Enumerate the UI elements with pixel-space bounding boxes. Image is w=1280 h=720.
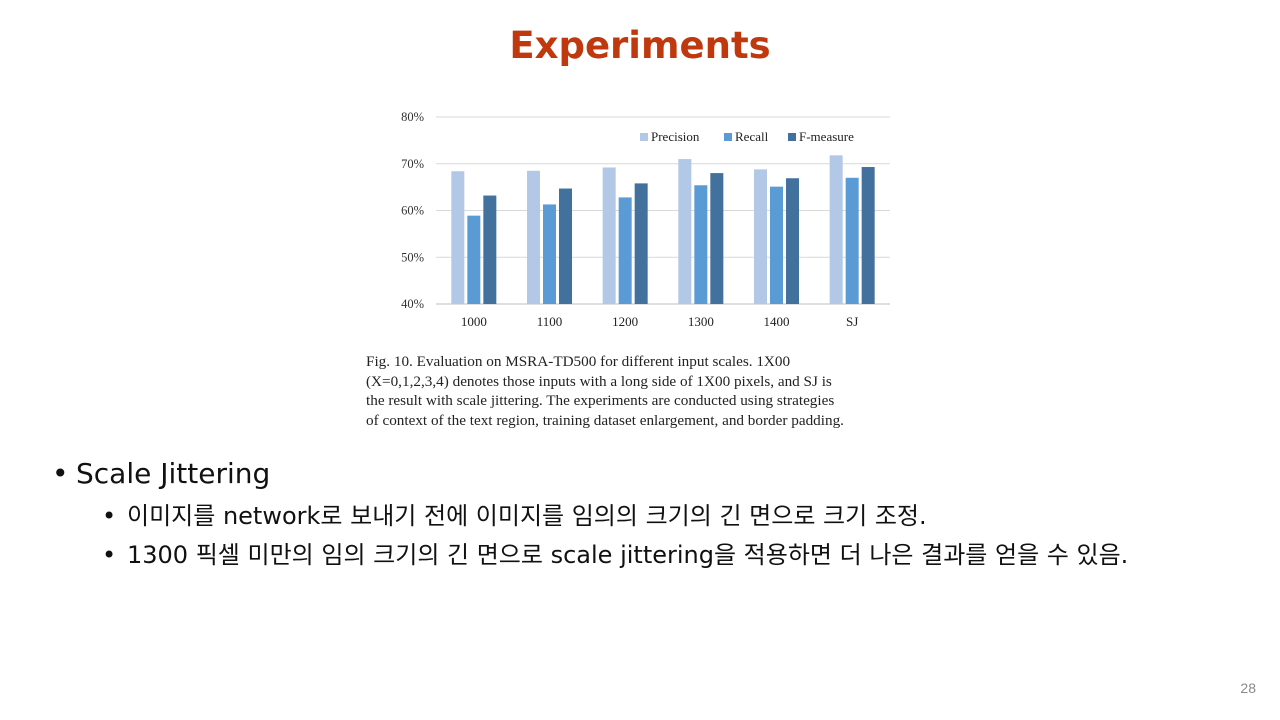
bar-chart: 40% 50% 60% 70% 80% 1000 1100 1200 1300 1400 SJ Pre… [401, 110, 890, 329]
page-number: 28 [1240, 680, 1256, 696]
bar [786, 178, 799, 304]
bar [543, 204, 556, 304]
legend-swatch [640, 133, 648, 141]
bullet-dot-icon: • [102, 502, 117, 530]
bar [710, 173, 724, 304]
y-tick-label: 50% [401, 250, 424, 264]
sub-bullet-text: 1300 픽셀 미만의 임의 크기의 긴 면으로 scale jittering… [127, 541, 1129, 569]
bar [754, 169, 767, 304]
caption-line: (X=0,1,2,3,4) denotes those inputs with … [366, 372, 832, 390]
bar [845, 177, 859, 304]
bar [678, 159, 692, 304]
sub-bullet-text: 이미지를 network로 보내기 전에 이미지를 임의의 크기의 긴 면으로 … [127, 502, 927, 530]
bar [451, 171, 465, 304]
bar [483, 195, 497, 304]
y-tick-label: 40% [401, 297, 424, 311]
caption-line: the result with scale jittering. The exp… [366, 392, 835, 410]
bullet-text: Scale Jittering [76, 457, 271, 490]
x-tick-label: 1400 [764, 314, 790, 329]
x-tick-label: 1200 [612, 314, 638, 329]
bar [559, 188, 572, 304]
y-tick-label: 80% [401, 110, 424, 124]
bullet-dot-icon: • [102, 541, 117, 569]
x-tick-label: 1000 [461, 314, 487, 329]
y-tick-label: 60% [401, 204, 424, 218]
bullet-list: • Scale Jittering • 이미지를 network로 보내기 전에… [52, 456, 1232, 570]
y-tick-label: 70% [401, 157, 424, 171]
bar [634, 183, 648, 304]
bar [829, 155, 843, 304]
bullet-dot-icon: • [52, 457, 69, 490]
caption-line: of context of the text region, training … [366, 411, 844, 429]
legend-label: F-measure [799, 129, 854, 144]
bar [602, 167, 616, 304]
bullet-item: • Scale Jittering [52, 456, 1232, 492]
bar [694, 185, 708, 304]
bar [618, 197, 632, 304]
caption-line: Fig. 10. Evaluation on MSRA-TD500 for di… [366, 353, 791, 370]
x-tick-label: SJ [846, 314, 858, 329]
bar [770, 186, 783, 304]
legend-label: Precision [651, 129, 700, 144]
bar [861, 167, 875, 304]
figure-caption: Fig. 10. Evaluation on MSRA-TD500 for di… [366, 352, 918, 430]
sub-bullet-item: • 1300 픽셀 미만의 임의 크기의 긴 면으로 scale jitteri… [52, 541, 1232, 570]
slide-title: Experiments [509, 24, 771, 67]
legend-label: Recall [735, 129, 769, 144]
bar [467, 215, 481, 304]
legend-swatch [788, 133, 796, 141]
sub-bullet-item: • 이미지를 network로 보내기 전에 이미지를 임의의 크기의 긴 면으… [52, 502, 1232, 531]
legend-swatch [724, 133, 732, 141]
x-tick-label: 1100 [537, 314, 563, 329]
x-tick-label: 1300 [688, 314, 714, 329]
bar [527, 170, 540, 304]
